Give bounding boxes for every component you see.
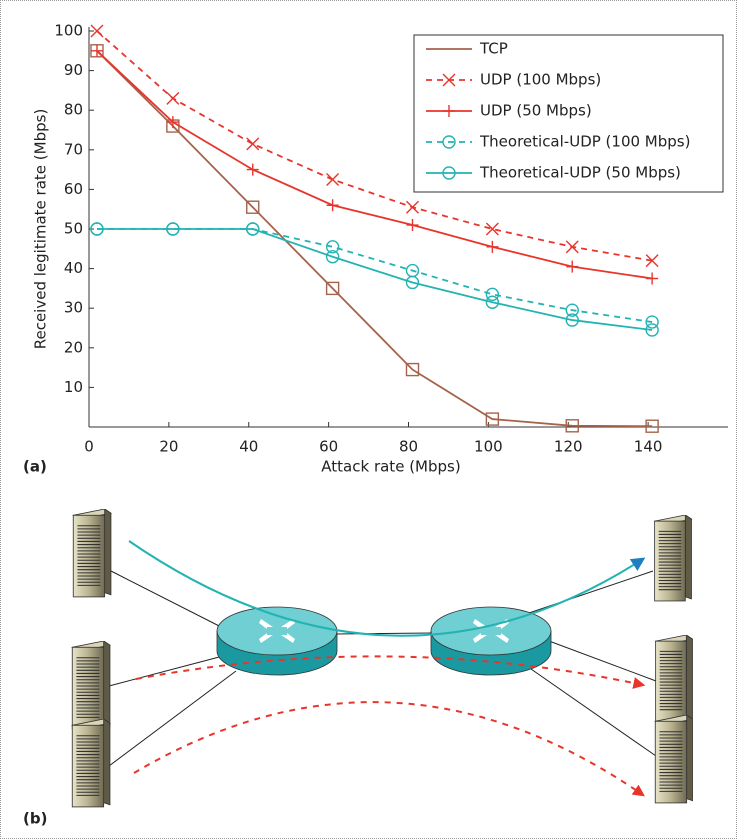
link bbox=[109, 656, 223, 686]
router bbox=[431, 607, 551, 675]
server bbox=[73, 509, 111, 597]
x-tick-label: 20 bbox=[159, 438, 178, 456]
x-tick-label: 140 bbox=[634, 438, 663, 456]
x-tick-label: 80 bbox=[399, 438, 418, 456]
link bbox=[529, 571, 653, 613]
marker bbox=[167, 92, 179, 104]
y-tick-label: 90 bbox=[64, 61, 83, 79]
marker bbox=[406, 219, 418, 231]
legit-flow bbox=[129, 541, 643, 636]
attack-flow bbox=[136, 656, 643, 685]
figure: (a) (b) Attack rate (Mbps) Received legi… bbox=[0, 0, 737, 839]
y-tick-label: 60 bbox=[64, 180, 83, 198]
y-tick-label: 20 bbox=[64, 338, 83, 356]
marker bbox=[566, 261, 578, 273]
marker bbox=[327, 174, 339, 186]
marker bbox=[247, 138, 259, 150]
legend-label: UDP (100 Mbps) bbox=[480, 71, 601, 89]
marker bbox=[247, 164, 259, 176]
series bbox=[91, 223, 658, 336]
link bbox=[549, 641, 656, 681]
network-diagram bbox=[109, 571, 656, 766]
server bbox=[655, 715, 693, 803]
y-axis-title: Received legitimate rate (Mbps) bbox=[32, 109, 50, 350]
marker bbox=[486, 223, 498, 235]
link bbox=[111, 571, 229, 631]
legend-label: Theoretical-UDP (100 Mbps) bbox=[479, 133, 690, 151]
marker bbox=[566, 241, 578, 253]
legend-label: UDP (50 Mbps) bbox=[480, 102, 592, 120]
panel-label: (a) bbox=[23, 458, 47, 476]
marker bbox=[646, 273, 658, 285]
panel-label: (b) bbox=[23, 810, 47, 828]
legend: TCP UDP (100 Mbps) UDP (50 Mbps) Theoretica… bbox=[414, 35, 723, 192]
series bbox=[91, 223, 658, 328]
server bbox=[72, 719, 110, 807]
marker bbox=[486, 241, 498, 253]
server bbox=[72, 641, 110, 729]
page: {"chart_data": {"type": "line", "xlabel"… bbox=[0, 0, 737, 839]
x-tick-label: 60 bbox=[319, 438, 338, 456]
y-tick-label: 100 bbox=[54, 22, 83, 40]
legend-label: TCP bbox=[479, 40, 508, 58]
x-tick-label: 40 bbox=[239, 438, 258, 456]
y-tick-label: 10 bbox=[64, 378, 83, 396]
link bbox=[531, 669, 656, 756]
x-axis-title: Attack rate (Mbps) bbox=[321, 458, 460, 476]
legend-label: Theoretical-UDP (50 Mbps) bbox=[479, 164, 681, 182]
figure-svg: (a) (b) Attack rate (Mbps) Received legi… bbox=[1, 1, 736, 838]
x-tick-label: 0 bbox=[84, 438, 94, 456]
attack-flow bbox=[134, 702, 643, 795]
y-tick-label: 70 bbox=[64, 140, 83, 158]
link bbox=[109, 671, 236, 766]
server bbox=[655, 515, 692, 601]
y-tick-label: 80 bbox=[64, 101, 83, 119]
x-tick-label: 100 bbox=[474, 438, 503, 456]
x-tick-label: 120 bbox=[554, 438, 583, 456]
y-tick-label: 50 bbox=[64, 220, 83, 238]
server bbox=[656, 635, 693, 721]
y-tick-label: 40 bbox=[64, 259, 83, 277]
marker bbox=[327, 199, 339, 211]
y-tick-label: 30 bbox=[64, 299, 83, 317]
marker bbox=[406, 201, 418, 213]
